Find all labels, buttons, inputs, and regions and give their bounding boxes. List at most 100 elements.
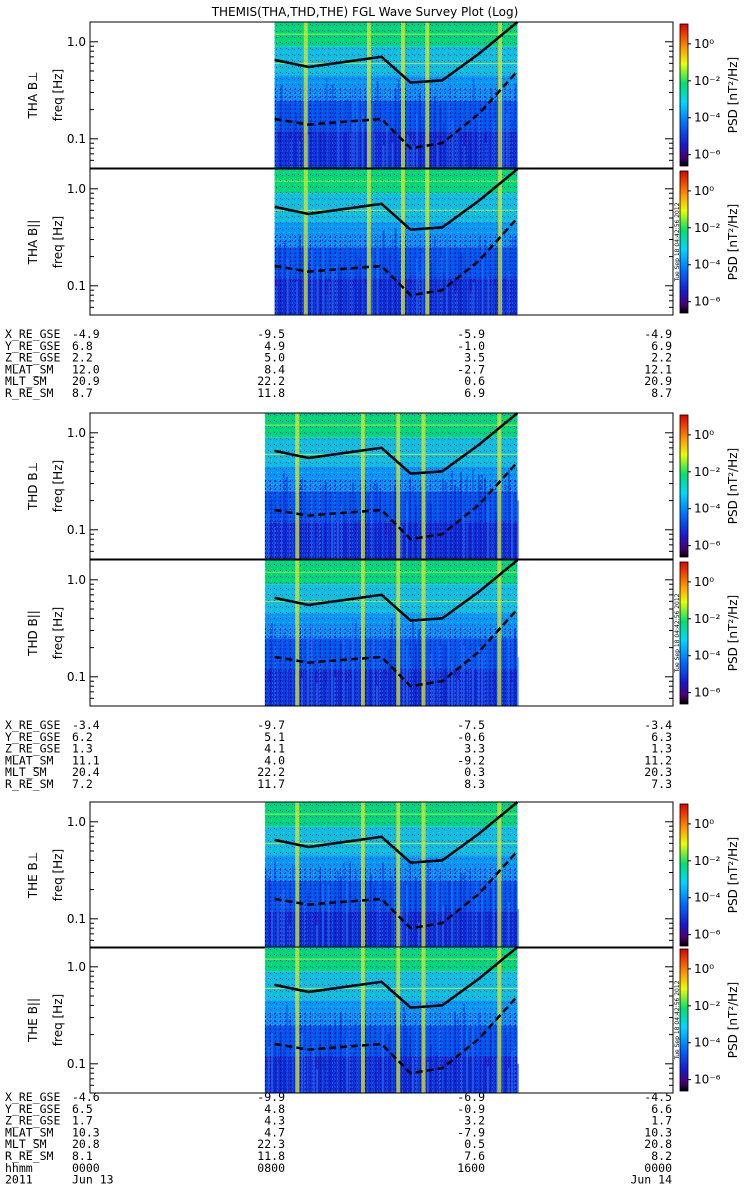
ephemeris-value: 7.2	[72, 777, 93, 791]
y-tick-label: 0.1	[67, 523, 86, 537]
axes-box	[89, 559, 674, 707]
spectrum-stripe	[516, 657, 519, 706]
gyro-curve-upper	[274, 412, 519, 475]
y-tick-label: 0.1	[67, 912, 86, 926]
ephemeris-value: 3.2	[464, 1114, 485, 1128]
ephemeris-tha: X_RE_GSE -4.9 -9.5 -5.9 -4.9 Y_RE_GSE 6.8 4.9 -1…	[5, 327, 672, 400]
ephemeris-value: -7.5	[457, 718, 485, 732]
chart-title: THEMIS(THA,THD,THE) FGL Wave Survey Plot…	[211, 5, 519, 19]
colorbar-tick-label: 10⁰	[694, 184, 714, 198]
panel-label: THD B⊥	[26, 462, 40, 511]
burst-stripe	[366, 169, 371, 315]
end-date-label: Jun 14	[630, 1173, 672, 1187]
ephemeris-row-label: Y_RE_GSE	[5, 1102, 60, 1116]
colorbar-tick-label: 10⁻⁶	[694, 686, 721, 700]
ephemeris-value: 7.6	[464, 1149, 485, 1163]
burst-stripe	[421, 413, 426, 559]
year-label: 2011	[5, 1173, 33, 1187]
spectrum-stripe	[516, 500, 519, 559]
panel-thd-bperp: 1.0 0.1 THD B⊥ freq [Hz] 10⁰ 10⁻² 10⁻⁴ 10⁻⁶ PSD …	[26, 412, 740, 560]
panel-the-bperp: 1.0 0.1 THE B⊥ freq [Hz] 10⁰ 10⁻² 10⁻⁴ 10⁻⁶ PSD …	[26, 801, 740, 949]
burst-stripe	[498, 169, 503, 315]
colorbar-tick-label: 10⁻⁶	[694, 148, 721, 162]
ephemeris-value: 20.8	[72, 1137, 100, 1151]
ephemeris-value: 3.5	[464, 351, 485, 365]
time-tick-label: 0800	[257, 1161, 285, 1175]
ephemeris-value: 4.9	[264, 339, 285, 353]
panel-label: THA B||	[26, 220, 40, 266]
colorbar: 10⁰ 10⁻² 10⁻⁴ 10⁻⁶ PSD [nT²/Hz]	[679, 948, 740, 1092]
ephemeris-value: 6.9	[651, 339, 672, 353]
ephemeris-value: 20.9	[644, 374, 672, 388]
colorbar-tick-label: 10⁻²	[694, 465, 721, 479]
ephemeris-row-label: Y_RE_GSE	[5, 339, 60, 353]
ephemeris-value: -6.9	[457, 1090, 485, 1104]
panel-the-bpar: 1.0 0.1 THE B|| freq [Hz] 10⁰ 10⁻² 10⁻⁴ 10⁻⁶ PSD…	[26, 946, 740, 1094]
colorbar: 10⁰ 10⁻² 10⁻⁴ 10⁻⁶ PSD [nT²/Hz]	[679, 803, 740, 947]
colorbar-scale	[679, 561, 689, 705]
colorbar-label: PSD [nT²/Hz]	[726, 982, 740, 1058]
ephemeris-value: 8.3	[464, 777, 485, 791]
ephemeris-value: 1.3	[651, 742, 672, 756]
burst-stripe	[396, 413, 401, 559]
ephemeris-value: 0.5	[464, 1137, 485, 1151]
gyro-curve-upper	[274, 559, 519, 622]
colorbar-tick-label: 10⁻⁴	[694, 649, 721, 663]
ephemeris-value: -3.4	[72, 718, 100, 732]
colorbar-tick-label: 10⁻⁶	[694, 928, 721, 942]
ephemeris-value: -4.6	[72, 1090, 100, 1104]
ephemeris-the: X_RE_GSE -4.6 -9.9 -6.9 -4.5 Y_RE_GSE 6.5 4.8 -0…	[5, 1090, 672, 1187]
ephemeris-value: 11.1	[72, 753, 100, 767]
burst-stripe	[360, 560, 365, 706]
spectrogram-thd-bpar	[264, 560, 519, 706]
ephemeris-row-label: MLAT_SM	[5, 1125, 54, 1139]
colorbar-tick-label: 10⁻⁴	[694, 111, 721, 125]
ephemeris-value: 20.3	[644, 765, 672, 779]
ephemeris-value: 4.8	[264, 1102, 285, 1116]
panel-label: THE B||	[26, 998, 40, 1043]
ephemeris-value: 3.3	[464, 742, 485, 756]
burst-stripe	[396, 947, 401, 1093]
timestamp: Tue Sep 18 04:42:56 2012	[674, 593, 681, 673]
burst-stripe	[366, 22, 371, 168]
freq-axis-label: freq [Hz]	[51, 69, 65, 121]
colorbar-tick-label: 10⁰	[694, 962, 714, 976]
burst-stripe	[295, 560, 300, 706]
ephemeris-value: 10.3	[644, 1125, 672, 1139]
ephemeris-value: 4.1	[264, 742, 285, 756]
timestamp: Tue Sep 18 04:42:56 2012	[674, 980, 681, 1060]
ephemeris-value: 8.7	[651, 386, 672, 400]
ephemeris-value: 12.0	[72, 362, 100, 376]
burst-stripe	[425, 22, 430, 168]
gyro-curve-upper	[274, 946, 519, 1009]
colorbar-scale	[679, 23, 689, 167]
ephemeris-value: -9.5	[257, 327, 285, 341]
ephemeris-value: 12.1	[644, 362, 672, 376]
gyro-curve-upper	[274, 168, 519, 231]
ephemeris-value: 0.3	[464, 765, 485, 779]
ephemeris-value: 6.6	[651, 1102, 672, 1116]
burst-stripe	[303, 169, 308, 315]
ephemeris-value: 8.4	[264, 362, 285, 376]
colorbar-tick-label: 10⁻⁴	[694, 891, 721, 905]
y-tick-label: 0.1	[67, 1057, 86, 1071]
panel-label: THA B⊥	[26, 71, 40, 119]
spectrum-noise	[264, 478, 518, 559]
ephemeris-value: 22.2	[257, 765, 285, 779]
burst-stripe	[497, 560, 502, 706]
spectrum-noise	[264, 1012, 518, 1093]
colorbar-label: PSD [nT²/Hz]	[726, 57, 740, 133]
ephemeris-value: 8.1	[72, 1149, 93, 1163]
gyro-curve-upper	[274, 801, 519, 864]
colorbar-scale	[679, 803, 689, 947]
burst-stripe	[360, 947, 365, 1093]
colorbar-tick-label: 10⁻²	[694, 74, 721, 88]
axes-box	[89, 412, 674, 560]
ephemeris-row-label: MLT_SM	[5, 1137, 47, 1151]
ephemeris-row-label: X_RE_GSE	[5, 327, 60, 341]
ephemeris-value: 4.3	[264, 1114, 285, 1128]
colorbar-tick-label: 10⁻²	[694, 612, 721, 626]
ephemeris-value: -0.9	[457, 1102, 485, 1116]
colorbar-scale	[679, 948, 689, 1092]
